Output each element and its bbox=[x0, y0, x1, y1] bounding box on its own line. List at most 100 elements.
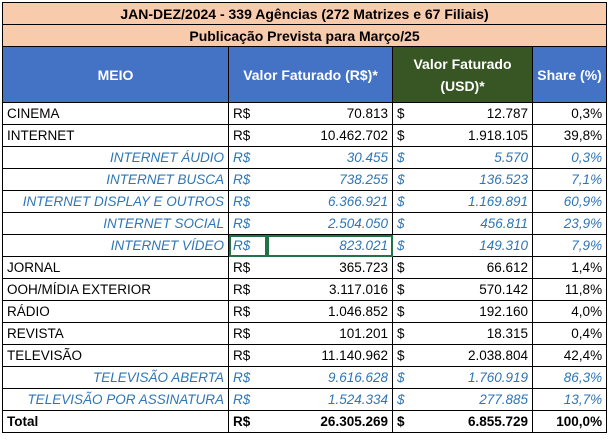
cell-currency-usd[interactable]: $ bbox=[392, 256, 417, 279]
cell-currency-brl[interactable]: R$ bbox=[228, 102, 267, 125]
cell-currency-brl[interactable]: R$ bbox=[228, 124, 267, 147]
cell-valor-usd[interactable]: 149.310 bbox=[416, 234, 533, 257]
cell-valor-usd[interactable]: 1.918.105 bbox=[416, 124, 533, 147]
cell-meio[interactable]: INTERNET BUSCA bbox=[2, 168, 229, 191]
cell-currency-brl[interactable]: R$ bbox=[228, 168, 267, 191]
cell-currency-brl[interactable]: R$ bbox=[228, 322, 267, 345]
cell-meio[interactable]: INTERNET ÁUDIO bbox=[2, 146, 229, 169]
cell-meio[interactable]: TELEVISÃO bbox=[2, 344, 229, 367]
cell-meio[interactable]: JORNAL bbox=[2, 256, 229, 279]
cell-share[interactable]: 0,3% bbox=[531, 146, 608, 169]
cell-share[interactable]: 0,4% bbox=[531, 322, 608, 345]
cell-share[interactable]: 1,4% bbox=[531, 256, 608, 279]
header-meio[interactable]: MEIO bbox=[2, 46, 229, 103]
table-row: TELEVISÃO ABERTA R$ 9.616.628 $1.760.919 86,… bbox=[2, 366, 608, 389]
cell-meio[interactable]: CINEMA bbox=[2, 102, 229, 125]
report-title[interactable]: JAN-DEZ/2024 - 339 Agências (272 Matrize… bbox=[1, 2, 608, 25]
cell-meio[interactable]: INTERNET VÍDEO bbox=[2, 234, 229, 257]
cell-total-usd[interactable]: 6.855.729 bbox=[416, 410, 533, 433]
cell-currency-brl[interactable]: R$ bbox=[228, 190, 267, 213]
cell-valor-brl[interactable]: 1.046.852 bbox=[266, 300, 393, 323]
cell-valor-usd[interactable]: 1.169.891 bbox=[416, 190, 533, 213]
cell-currency-brl[interactable]: R$ bbox=[228, 146, 267, 169]
cell-valor-usd[interactable]: 2.038.804 bbox=[416, 344, 533, 367]
cell-share[interactable]: 11,8% bbox=[531, 278, 608, 301]
cell-meio[interactable]: TELEVISÃO ABERTA bbox=[2, 366, 229, 389]
cell-valor-usd[interactable]: 456.811 bbox=[416, 212, 533, 235]
cell-share[interactable]: 7,1% bbox=[531, 168, 608, 191]
cell-currency-usd[interactable]: $ bbox=[392, 190, 417, 213]
cell-total-brl[interactable]: 26.305.269 bbox=[266, 410, 393, 433]
cell-meio[interactable]: INTERNET bbox=[2, 124, 229, 147]
cell-currency-usd[interactable]: $ bbox=[392, 124, 417, 147]
cell-currency-brl[interactable]: R$ bbox=[228, 410, 267, 433]
cell-share[interactable]: 0,3% bbox=[531, 102, 608, 125]
cell-total-share[interactable]: 100,0% bbox=[531, 410, 608, 433]
cell-share[interactable]: 7,9% bbox=[531, 234, 608, 257]
cell-meio[interactable]: INTERNET DISPLAY E OUTROS bbox=[2, 190, 229, 213]
cell-valor-usd[interactable]: 136.523 bbox=[416, 168, 533, 191]
cell-valor-brl[interactable]: 10.462.702 bbox=[266, 124, 393, 147]
cell-currency-brl[interactable]: R$ bbox=[228, 344, 267, 367]
cell-valor-brl[interactable]: 9.616.628 bbox=[266, 366, 393, 389]
cell-currency-usd[interactable]: $ bbox=[392, 410, 417, 433]
cell-valor-brl[interactable]: 11.140.962 bbox=[266, 344, 393, 367]
cell-currency-brl[interactable]: R$ bbox=[228, 388, 267, 411]
cell-valor-brl[interactable]: 30.455 bbox=[266, 146, 393, 169]
cell-currency-usd[interactable]: $ bbox=[392, 344, 417, 367]
cell-share[interactable]: 4,0% bbox=[531, 300, 608, 323]
cell-meio[interactable]: OOH/MÍDIA EXTERIOR bbox=[2, 278, 229, 301]
cell-currency-usd[interactable]: $ bbox=[392, 322, 417, 345]
cell-valor-brl[interactable]: 823.021 bbox=[266, 234, 393, 257]
cell-valor-brl[interactable]: 70.813 bbox=[266, 102, 393, 125]
cell-share[interactable]: 39,8% bbox=[531, 124, 608, 147]
cell-currency-usd[interactable]: $ bbox=[392, 146, 417, 169]
cell-valor-brl[interactable]: 3.117.016 bbox=[266, 278, 393, 301]
cell-currency-brl[interactable]: R$ bbox=[228, 256, 267, 279]
cell-meio[interactable]: TELEVISÃO POR ASSINATURA bbox=[2, 388, 229, 411]
cell-currency-usd[interactable]: $ bbox=[392, 300, 417, 323]
cell-valor-brl[interactable]: 365.723 bbox=[266, 256, 393, 279]
cell-currency-usd[interactable]: $ bbox=[392, 102, 417, 125]
cell-share[interactable]: 13,7% bbox=[531, 388, 608, 411]
cell-valor-usd[interactable]: 12.787 bbox=[416, 102, 533, 125]
cell-currency-usd[interactable]: $ bbox=[392, 366, 417, 389]
cell-valor-brl[interactable]: 6.366.921 bbox=[266, 190, 393, 213]
cell-valor-usd[interactable]: 192.160 bbox=[416, 300, 533, 323]
report-subtitle[interactable]: Publicação Prevista para Março/25 bbox=[1, 24, 608, 47]
cell-meio[interactable]: RÁDIO bbox=[2, 300, 229, 323]
cell-currency-brl[interactable]: R$ bbox=[228, 212, 267, 235]
cell-valor-usd[interactable]: 18.315 bbox=[416, 322, 533, 345]
cell-currency-usd[interactable]: $ bbox=[392, 278, 417, 301]
cell-share[interactable]: 23,9% bbox=[531, 212, 608, 235]
cell-currency-brl[interactable]: R$ bbox=[228, 278, 267, 301]
cell-currency-usd[interactable]: $ bbox=[392, 234, 417, 257]
cell-share[interactable]: 60,9% bbox=[531, 190, 608, 213]
cell-valor-usd[interactable]: 277.885 bbox=[416, 388, 533, 411]
cell-valor-brl[interactable]: 2.504.050 bbox=[266, 212, 393, 235]
header-valor-brl[interactable]: Valor Faturado (R$)* bbox=[228, 46, 393, 103]
cell-share[interactable]: 86,3% bbox=[531, 366, 608, 389]
cell-valor-brl[interactable]: 1.524.334 bbox=[266, 388, 393, 411]
cell-valor-usd[interactable]: 570.142 bbox=[416, 278, 533, 301]
total-row: Total R$ 26.305.269 $6.855.729 100,0% bbox=[2, 410, 608, 433]
cell-meio[interactable]: REVISTA bbox=[2, 322, 229, 345]
cell-currency-brl[interactable]: R$ bbox=[228, 234, 267, 257]
cell-valor-brl[interactable]: 101.201 bbox=[266, 322, 393, 345]
cell-currency-brl[interactable]: R$ bbox=[228, 300, 267, 323]
cell-total-label[interactable]: Total bbox=[2, 410, 229, 433]
cell-meio[interactable]: INTERNET SOCIAL bbox=[2, 212, 229, 235]
table-row: TELEVISÃO POR ASSINATURA R$ 1.524.334 $277.… bbox=[2, 388, 608, 411]
cell-currency-usd[interactable]: $ bbox=[392, 212, 417, 235]
cell-share[interactable]: 42,4% bbox=[531, 344, 608, 367]
table-row: REVISTA R$ 101.201 $18.315 0,4% bbox=[2, 322, 608, 345]
cell-valor-usd[interactable]: 66.612 bbox=[416, 256, 533, 279]
header-valor-usd[interactable]: Valor Faturado (USD)* bbox=[392, 46, 533, 103]
cell-currency-usd[interactable]: $ bbox=[392, 388, 417, 411]
cell-currency-brl[interactable]: R$ bbox=[228, 366, 267, 389]
cell-valor-brl[interactable]: 738.255 bbox=[266, 168, 393, 191]
cell-currency-usd[interactable]: $ bbox=[392, 168, 417, 191]
header-share[interactable]: Share (%) bbox=[531, 46, 608, 103]
cell-valor-usd[interactable]: 1.760.919 bbox=[416, 366, 533, 389]
cell-valor-usd[interactable]: 5.570 bbox=[416, 146, 533, 169]
